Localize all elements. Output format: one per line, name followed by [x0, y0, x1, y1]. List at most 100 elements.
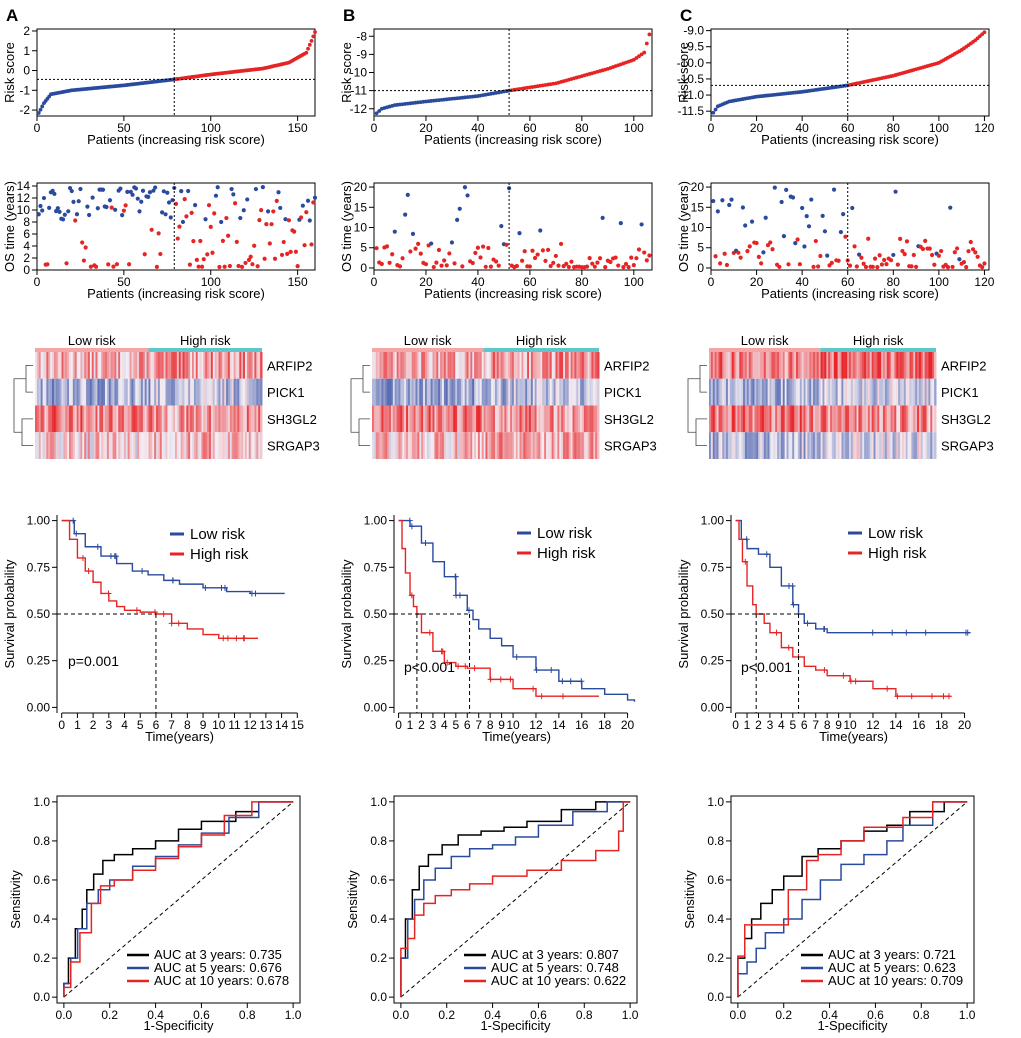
dead-point [208, 224, 213, 229]
heatmap-cell [504, 352, 507, 379]
heatmap-cell [432, 432, 435, 459]
dead-point [626, 264, 631, 270]
heatmap-cell [928, 352, 931, 379]
alive-point [806, 224, 812, 229]
heatmap-cell [112, 352, 115, 379]
heatmap-cell [413, 405, 417, 433]
heatmap-cell [470, 378, 473, 406]
heatmap-cell [169, 405, 172, 433]
heatmap-cell [866, 352, 869, 379]
heatmap-cell [163, 352, 167, 379]
heatmap-cell [780, 378, 784, 406]
heatmap-cell [383, 378, 386, 406]
gene-label-pick1: PICK1 [267, 385, 305, 400]
heatmap-cell [534, 378, 538, 406]
heatmap-cell [869, 405, 873, 433]
alive-point [800, 205, 805, 211]
heatmap-cell [150, 378, 153, 406]
heatmap-cell [712, 432, 716, 459]
alive-point [276, 190, 281, 195]
heatmap-cell [466, 352, 469, 379]
heatmap-cell [140, 405, 144, 433]
heatmap-cell [159, 352, 163, 379]
alive-point [283, 217, 288, 222]
heatmap-cell [797, 405, 801, 433]
heatmap-cell [415, 405, 418, 433]
heatmap-cell [775, 432, 778, 459]
heatmap-cell [491, 352, 494, 379]
legend-low-risk-label: Low risk [868, 525, 924, 542]
heatmap-cell [44, 432, 47, 459]
heatmap-cell [837, 378, 841, 406]
heatmap-cell [595, 405, 598, 433]
heatmap-cell [517, 432, 521, 459]
heatmap-cell [419, 378, 422, 406]
censor-mark [847, 678, 854, 685]
alive-point [229, 186, 234, 192]
heatmap-cell [218, 378, 221, 406]
censor-mark [202, 584, 209, 591]
heatmap-cell [379, 405, 382, 433]
x-tick-label: 0.0 [393, 1008, 410, 1022]
y-tick-label: 0.25 [364, 654, 388, 668]
heatmap-cell [400, 432, 403, 459]
heatmap-cell [99, 352, 102, 379]
heatmap-cell [932, 378, 935, 406]
heatmap-cell [820, 352, 823, 379]
heatmap-cell [731, 432, 735, 459]
heatmap-cell [256, 432, 259, 459]
heatmap-cell [845, 352, 848, 379]
alive-point [300, 203, 305, 208]
censor-mark [742, 558, 749, 565]
heatmap-cell [108, 352, 112, 379]
dead-point [483, 264, 488, 269]
heatmap-cell [828, 405, 831, 433]
heatmap-cell [515, 405, 519, 433]
dead-point [295, 264, 300, 269]
heatmap-cell [197, 352, 201, 379]
dead-point [616, 263, 621, 268]
heatmap-cell [150, 405, 153, 433]
heatmap-cell [82, 352, 85, 379]
heatmap-cell [858, 405, 861, 433]
dead-point [634, 256, 639, 261]
heatmap-cell [743, 378, 746, 406]
x-tick-label: 2 [755, 718, 762, 732]
heatmap-cell [241, 378, 244, 406]
heatmap-cell [167, 405, 170, 433]
dead-point [623, 261, 629, 267]
heatmap-cell [540, 352, 543, 379]
dead-point [142, 252, 147, 257]
heatmap-cell [920, 405, 924, 433]
dead-point [205, 252, 210, 257]
heatmap-cell [438, 378, 441, 406]
dead-point [481, 244, 486, 249]
y-tick-label: 10 [17, 203, 31, 217]
alive-point [60, 217, 66, 222]
heatmap-cell [466, 378, 469, 406]
heatmap-cell [195, 405, 199, 433]
heatmap-cell [508, 352, 511, 379]
heatmap-cell [814, 352, 818, 379]
risk-score-point [40, 104, 45, 109]
heatmap-cell [911, 352, 914, 379]
heatmap-cell [46, 352, 49, 379]
heatmap-cell [852, 352, 856, 379]
heatmap-cell [103, 378, 106, 406]
heatmap-cell [510, 378, 513, 406]
heatmap-cell [879, 432, 882, 459]
heatmap-cell [137, 405, 140, 433]
heatmap-cell [869, 378, 873, 406]
heatmap-cell [118, 352, 121, 379]
heatmap-cell [758, 378, 761, 406]
heatmap-cell [169, 378, 172, 406]
heatmap-cell [419, 432, 422, 459]
alive-point [100, 187, 106, 192]
heatmap-cell [801, 432, 805, 459]
heatmap-cell [750, 405, 754, 433]
dead-point [595, 260, 600, 265]
censor-mark [548, 667, 555, 674]
heatmap-cell [805, 405, 808, 433]
heatmap-cell [799, 352, 803, 379]
alive-point [720, 198, 725, 203]
